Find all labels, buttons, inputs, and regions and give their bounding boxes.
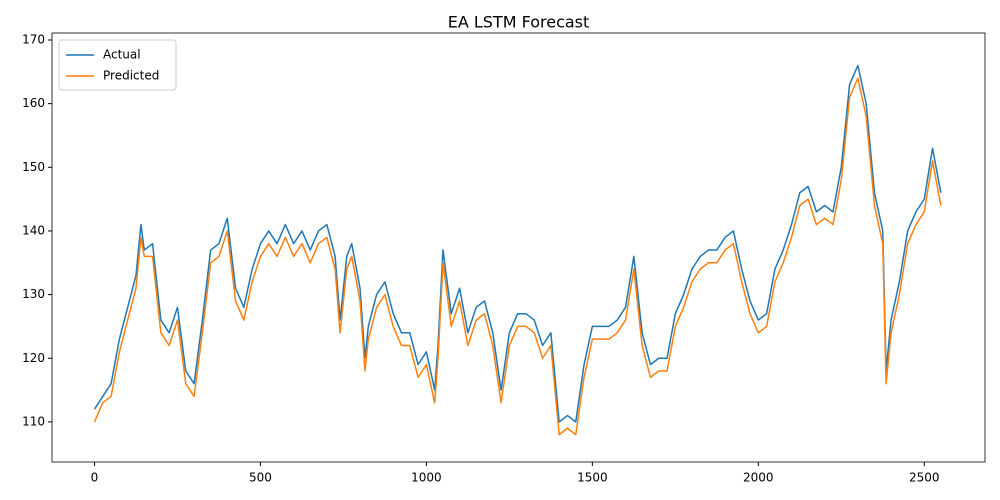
legend-box <box>58 39 177 91</box>
plot-frame <box>51 32 986 463</box>
series-line <box>93 77 942 436</box>
y-tick-label: 110 <box>22 414 45 428</box>
x-tick-label: 1000 <box>411 471 442 485</box>
legend-label: Predicted <box>103 69 159 83</box>
x-tick-label: 2500 <box>909 471 940 485</box>
y-tick-label: 120 <box>22 351 45 365</box>
y-tick-label: 130 <box>22 287 45 301</box>
series-line <box>93 64 942 423</box>
x-tick-label: 500 <box>249 471 272 485</box>
y-tick-label: 170 <box>22 33 45 47</box>
y-tick-label: 140 <box>22 223 45 237</box>
y-tick-label: 160 <box>22 96 45 110</box>
legend-label: Actual <box>103 48 141 62</box>
x-tick-label: 1500 <box>577 471 608 485</box>
x-tick-label: 0 <box>91 471 99 485</box>
chart-title: EA LSTM Forecast <box>448 13 590 32</box>
x-tick-label: 2000 <box>743 471 774 485</box>
y-tick-label: 150 <box>22 160 45 174</box>
